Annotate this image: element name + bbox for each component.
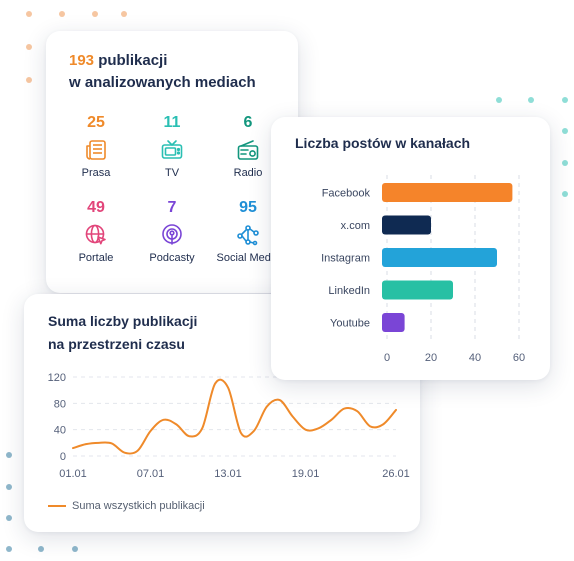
x-tick-label: 60 [513,352,525,364]
timeline-title: Suma liczby publikacji na przestrzeni cz… [48,313,198,352]
stat-social-media: 95 Social Media [216,198,280,265]
stat-value: 25 [87,114,105,131]
stat-value: 95 [239,199,257,216]
bar-xcom [382,215,431,235]
bar-category-label: Youtube [330,318,370,330]
radio-icon [236,138,260,162]
stat-prasa: 25 Prasa [64,113,128,180]
publications-card: 193 publikacji w analizowanych mediach 2… [46,31,298,293]
bar-facebook [382,183,513,202]
x-tick-label: 07.01 [137,468,165,480]
series-line [72,378,397,455]
x-tick-label: 40 [469,352,481,364]
stat-label: Social Media [216,252,280,264]
x-tick-label: 0 [384,352,390,364]
newspaper-icon [84,138,108,162]
timeline-legend: Suma wszystkich publikacji [48,500,205,512]
tv-icon [160,138,184,162]
x-tick-label: 26.01 [382,468,410,480]
x-tick-label: 19.01 [292,468,320,480]
globe-icon [84,223,108,247]
timeline-line-chart: 0 40 80 120 01.01 07.01 13.01 19.01 26.01 [48,372,410,480]
bar-category-label: LinkedIn [328,285,370,297]
bar-instagram [382,248,497,267]
stat-label: Prasa [81,167,111,179]
timeline-card: Suma liczby publikacji na przestrzeni cz… [24,294,420,532]
bar-category-label: x.com [341,220,370,232]
stat-radio: 6 Radio [216,113,280,180]
legend-swatch [48,505,66,507]
stat-value: 7 [167,199,177,216]
publications-total: 193 [69,52,95,69]
x-tick-label: 13.01 [214,468,242,480]
stat-label: Portale [78,252,114,264]
x-tick-label: 20 [425,352,437,364]
share-network-icon [236,223,260,247]
stat-value: 49 [87,199,105,216]
y-tick-label: 120 [48,372,66,384]
bar-category-label: Facebook [322,188,371,200]
stat-label: Podcasty [149,252,195,264]
bar-linkedin [382,280,453,300]
y-tick-label: 80 [54,398,66,410]
stat-tv: 11 TV [140,113,204,180]
channels-bar-chart: 0 20 40 60 Facebook x.com Instagram LinkedIn You… [321,175,525,364]
y-tick-label: 40 [54,425,66,437]
stat-value: 6 [243,114,253,131]
podcast-icon [160,223,184,247]
stat-label: Radio [233,167,263,179]
stat-value: 11 [163,114,181,131]
channels-title: Liczba postów w kanałach [295,135,471,151]
y-tick-label: 0 [60,451,66,463]
stat-label: TV [164,167,180,179]
stat-podcasty: 7 Podcasty [140,198,204,265]
legend-label: Suma wszystkich publikacji [72,500,205,512]
publications-title: 193 publikacji w analizowanych mediach [69,52,256,91]
x-tick-label: 01.01 [59,468,87,480]
stat-portale: 49 Portale [64,198,128,265]
channels-card: Liczba postów w kanałach 0 20 40 60 Facebook… [271,117,550,380]
bar-youtube [382,313,405,332]
bar-category-label: Instagram [321,253,370,265]
